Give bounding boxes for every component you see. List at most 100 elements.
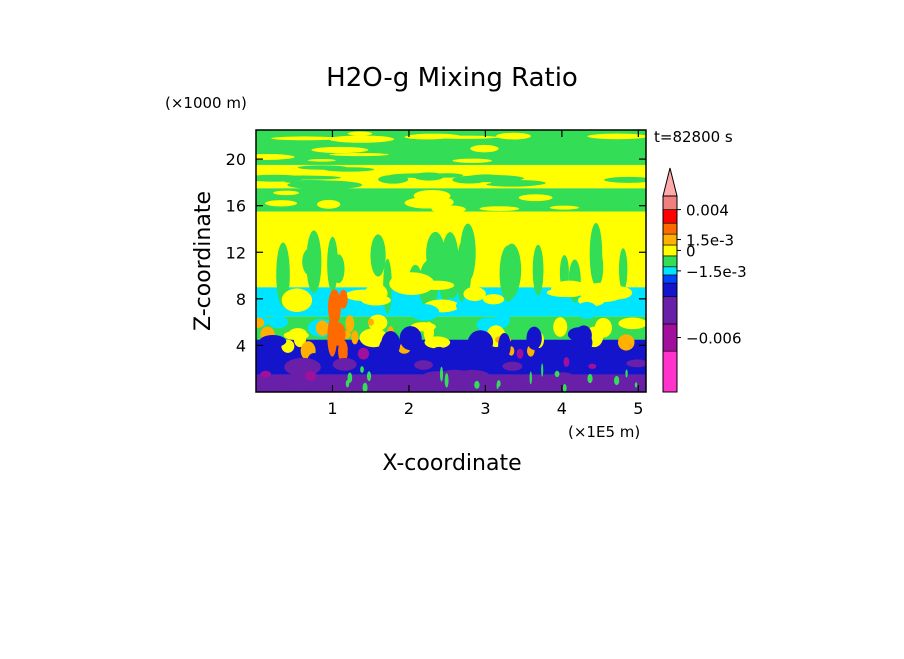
y-tick-label: 4 <box>236 336 246 355</box>
colorbar-arrow <box>662 167 678 197</box>
field-patch <box>463 286 486 302</box>
field-streak <box>311 146 369 154</box>
field-fleck <box>366 371 372 382</box>
field-patch <box>474 309 495 317</box>
field-streak <box>587 133 646 140</box>
field-streak <box>256 153 295 160</box>
field-fleck <box>345 379 350 388</box>
field-fleck <box>474 380 480 389</box>
y-tick-label: 8 <box>236 290 246 309</box>
field-streak <box>404 197 451 209</box>
field-patch <box>526 326 542 350</box>
field-streak <box>347 131 373 136</box>
field-patch <box>414 360 433 370</box>
field-plume <box>458 259 471 296</box>
time-label: t=82800 s <box>654 128 733 146</box>
colorbar-level <box>662 296 678 325</box>
field-plume <box>276 242 290 307</box>
field-patch <box>260 370 272 378</box>
field-streak <box>470 144 499 153</box>
field-streak <box>329 152 389 157</box>
field-fleck <box>634 382 638 388</box>
field-patch <box>368 314 388 331</box>
field-patch <box>378 339 390 362</box>
field-patch <box>345 289 384 302</box>
field-patch <box>553 317 568 337</box>
field-plume <box>370 234 386 277</box>
colorbar-level <box>662 233 678 246</box>
colorbar-level <box>662 282 678 298</box>
field-plume <box>618 248 628 291</box>
field-patch <box>483 294 505 305</box>
field-streak <box>256 174 306 182</box>
plot-frame <box>255 129 647 393</box>
chart-title: H2O-g Mixing Ratio <box>326 63 578 93</box>
y-tick-label: 20 <box>226 150 246 169</box>
field-streak <box>433 135 498 139</box>
field-streak <box>549 205 579 210</box>
colorbar-level <box>662 350 678 393</box>
field-patch <box>575 325 592 346</box>
field-patch <box>420 280 455 291</box>
colorbar-level <box>662 195 678 210</box>
field-streak <box>496 132 532 140</box>
field-patch <box>507 381 527 392</box>
field-patch <box>532 376 551 392</box>
field-hotspot <box>327 316 338 357</box>
field-patch <box>389 272 435 296</box>
colorbar-label: −0.006 <box>686 330 742 348</box>
field-patch <box>456 300 468 312</box>
field-hotspot <box>256 317 265 328</box>
field-hotspot <box>338 339 348 363</box>
field-hotspot <box>617 334 635 351</box>
field-streak <box>458 174 524 182</box>
field-patch <box>467 330 494 355</box>
field-fleck <box>360 366 364 373</box>
heatmap-field <box>256 130 646 392</box>
field-fleck <box>439 366 444 382</box>
field-streak <box>273 190 299 196</box>
field-hotspot <box>327 289 341 325</box>
x-tick-label: 5 <box>633 399 643 418</box>
field-fleck <box>529 371 532 385</box>
field-patch <box>546 288 585 298</box>
field-streak <box>479 206 520 212</box>
field-patch <box>268 315 289 329</box>
x-axis-label: X-coordinate <box>382 451 521 476</box>
colorbar-level <box>662 266 678 276</box>
field-plume <box>327 236 338 292</box>
field-patch <box>281 288 313 313</box>
field-patch <box>404 378 435 392</box>
colorbar-label: 1.5e-3 <box>686 232 734 250</box>
field-streak <box>518 194 553 202</box>
x-tick-label: 3 <box>480 399 490 418</box>
x-tick-label: 2 <box>404 399 414 418</box>
field-patch <box>602 286 633 300</box>
field-patch <box>563 357 570 367</box>
field-fleck <box>587 373 593 384</box>
x-tick-label: 1 <box>327 399 337 418</box>
field-patch <box>502 361 523 371</box>
colorbar-level <box>662 222 678 235</box>
field-plume <box>532 244 544 296</box>
field-plume <box>502 264 519 299</box>
field-fleck <box>614 375 620 386</box>
field-fleck <box>541 363 544 377</box>
field-patch <box>347 345 358 359</box>
field-streak <box>604 176 646 183</box>
field-hotspot <box>367 318 374 326</box>
field-patch <box>332 358 357 371</box>
y-axis-unit: (×1000 m) <box>165 94 247 112</box>
field-patch <box>357 347 370 360</box>
field-streak <box>264 200 298 207</box>
field-patch <box>283 330 309 340</box>
colorbar-frame <box>662 195 678 393</box>
y-tick-label: 16 <box>226 197 246 216</box>
field-fleck <box>444 373 449 388</box>
colorbar-label: −1.5e-3 <box>686 263 747 281</box>
field-plume <box>306 230 322 294</box>
colorbar-level <box>662 255 678 268</box>
